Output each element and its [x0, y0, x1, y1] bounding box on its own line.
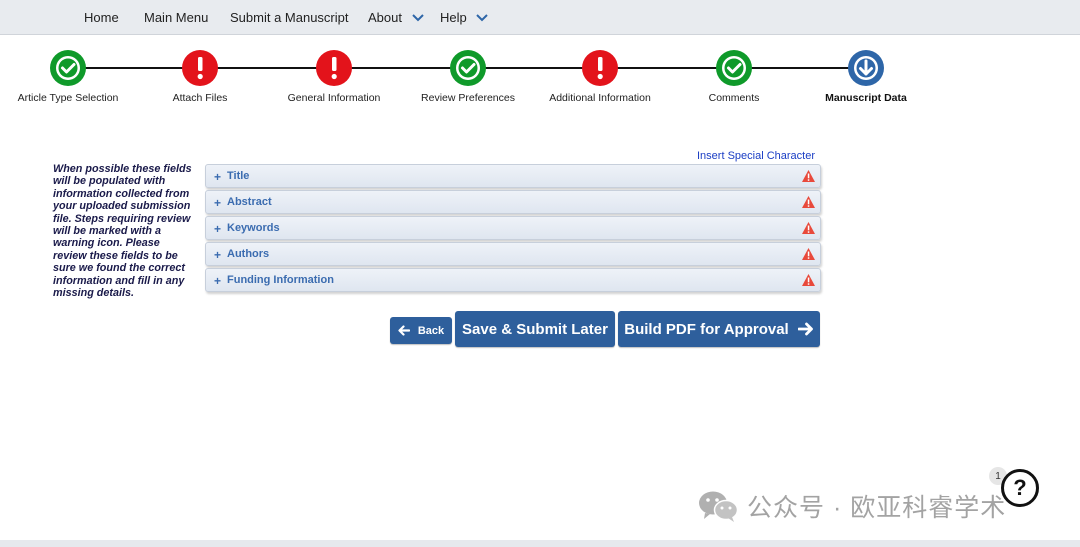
back-button-label: Back: [417, 324, 445, 337]
watermark: 公众号 · 欧亚科睿学术: [697, 486, 1006, 526]
warning-icon: [802, 222, 815, 234]
step-label: Article Type Selection: [17, 92, 119, 104]
section-abstract[interactable]: + Abstract: [205, 190, 821, 214]
arrow-left-icon: [398, 325, 410, 336]
plus-icon: +: [214, 248, 222, 262]
bottom-bar: [0, 540, 1080, 547]
warning-icon: [802, 274, 815, 286]
build-button-label: Build PDF for Approval: [624, 320, 789, 338]
build-pdf-button[interactable]: Build PDF for Approval: [618, 311, 820, 347]
step-manuscript-data[interactable]: Manuscript Data: [806, 50, 926, 104]
plus-icon: +: [214, 274, 222, 288]
save-submit-later-button[interactable]: Save & Submit Later: [455, 311, 615, 347]
nav-submit-manuscript[interactable]: Submit a Manuscript: [230, 10, 349, 25]
exclamation-icon: [582, 50, 618, 86]
wechat-logo-icon: [699, 491, 739, 522]
section-keywords[interactable]: + Keywords: [205, 216, 821, 240]
plus-icon: +: [214, 222, 222, 236]
step-label: Comments: [708, 92, 760, 104]
back-button[interactable]: Back: [390, 317, 452, 344]
step-general-information[interactable]: General Information: [274, 50, 394, 104]
plus-icon: +: [214, 170, 222, 184]
exclamation-icon: [182, 50, 218, 86]
step-additional-information[interactable]: Additional Information: [540, 50, 660, 104]
nav-main-menu[interactable]: Main Menu: [144, 10, 209, 25]
section-authors[interactable]: + Authors: [205, 242, 821, 266]
top-nav-bar: Home Main Menu Submit a Manuscript About…: [0, 0, 1080, 35]
section-label: Authors: [227, 248, 270, 260]
step-label: Additional Information: [549, 92, 651, 104]
section-label: Title: [227, 170, 250, 182]
step-label: Review Preferences: [421, 92, 515, 104]
check-icon: [50, 50, 86, 86]
step-review-preferences[interactable]: Review Preferences: [408, 50, 528, 104]
nav-home[interactable]: Home: [84, 10, 119, 25]
warning-icon: [802, 248, 815, 260]
chevron-down-icon: [411, 14, 424, 22]
nav-help-label: Help: [440, 10, 467, 25]
section-label: Abstract: [227, 196, 272, 208]
warning-icon: [802, 196, 815, 208]
watermark-text: 公众号 · 欧亚科睿学术: [747, 494, 1007, 522]
check-icon: [716, 50, 752, 86]
chevron-down-icon: [476, 14, 489, 22]
step-attach-files[interactable]: Attach Files: [140, 50, 260, 104]
section-title[interactable]: + Title: [205, 164, 821, 188]
check-icon: [450, 50, 486, 86]
step-label: General Information: [287, 92, 381, 104]
plus-icon: +: [214, 196, 222, 210]
help-question-icon[interactable]: ?: [1001, 469, 1039, 507]
step-comments[interactable]: Comments: [674, 50, 794, 104]
step-label: Manuscript Data: [825, 92, 907, 104]
section-label: Keywords: [227, 222, 280, 234]
help-note: When possible these fields will be popul…: [53, 163, 192, 300]
nav-about-label: About: [368, 10, 402, 25]
save-button-label: Save & Submit Later: [462, 320, 608, 338]
arrow-down-icon: [848, 50, 884, 86]
step-article-type-selection[interactable]: Article Type Selection: [8, 50, 128, 104]
exclamation-icon: [316, 50, 352, 86]
arrow-right-icon: [797, 322, 813, 336]
section-funding-information[interactable]: + Funding Information: [205, 268, 821, 292]
nav-about[interactable]: About: [368, 10, 424, 25]
warning-icon: [802, 170, 815, 182]
section-label: Funding Information: [227, 274, 334, 286]
insert-special-character-link[interactable]: Insert Special Character: [697, 150, 815, 162]
step-label: Attach Files: [172, 92, 228, 104]
nav-help[interactable]: Help: [440, 10, 489, 25]
